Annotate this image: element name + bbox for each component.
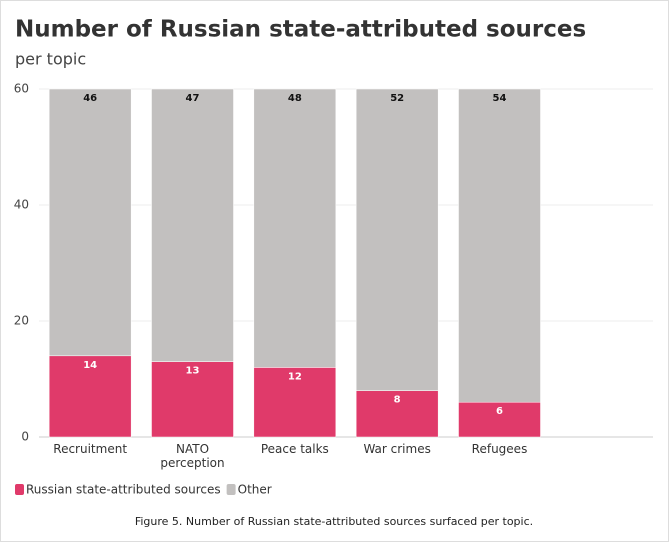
bar-segment — [458, 401, 541, 438]
bar-segment — [458, 88, 541, 403]
value-label: 54 — [493, 93, 507, 104]
value-label: 46 — [83, 93, 97, 104]
x-tick-label: Peace talks — [260, 442, 329, 456]
value-label: 6 — [496, 406, 503, 417]
value-label: 47 — [186, 93, 200, 104]
bar-segment — [48, 88, 132, 357]
bar-segment — [151, 361, 234, 438]
value-label: 12 — [288, 371, 302, 382]
bar-segment — [355, 390, 439, 438]
value-label: 8 — [394, 395, 401, 406]
legend-swatch — [226, 484, 236, 495]
legend-swatch — [15, 484, 24, 495]
legend-label: Other — [238, 483, 272, 497]
bar-segment — [48, 355, 132, 438]
caption: Figure 5. Number of Russian state-attrib… — [135, 515, 533, 528]
y-tick-label: 60 — [14, 82, 29, 96]
x-tick-label: War crimes — [363, 442, 431, 456]
x-tick-label: Refugees — [471, 442, 528, 456]
value-label: 52 — [390, 93, 404, 104]
y-tick-label: 20 — [14, 314, 29, 328]
x-tick-label: Recruitment — [53, 442, 128, 456]
bar-segment — [253, 88, 337, 368]
value-label: 13 — [186, 366, 200, 377]
bar-segment — [151, 88, 234, 362]
bar-segment — [253, 367, 337, 438]
value-label: 14 — [83, 360, 97, 371]
y-tick-label: 0 — [21, 430, 29, 444]
x-tick-label: NATO perception — [160, 442, 225, 470]
chart-title: Number of Russian state-attributed sourc… — [15, 17, 586, 43]
value-label: 48 — [288, 93, 302, 104]
legend-label: Russian state-attributed sources — [26, 483, 221, 497]
bar-segment — [355, 88, 439, 391]
y-tick-label: 40 — [14, 198, 29, 212]
chart-subtitle: per topic — [15, 50, 86, 69]
